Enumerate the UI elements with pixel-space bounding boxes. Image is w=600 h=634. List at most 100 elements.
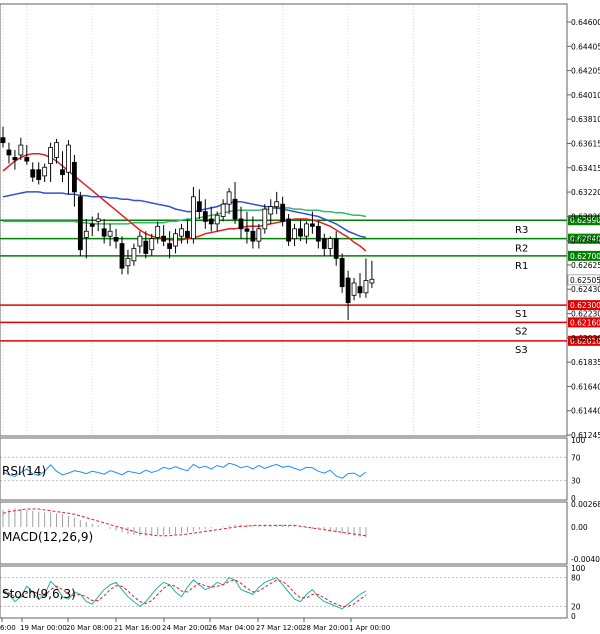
candle-bull: [48, 147, 53, 164]
candle-bear: [333, 238, 339, 259]
price-tick-label: 0.62230: [571, 310, 600, 319]
current-price-box: [567, 274, 600, 286]
candle-bear: [280, 203, 286, 222]
level-price-label: 0.62990: [570, 216, 600, 225]
candle-bear: [250, 230, 256, 242]
price-tick-label: 0.62030: [571, 334, 600, 343]
candle-bull: [42, 166, 48, 177]
stochastic-plot: [2, 576, 367, 610]
moving-averages: [2, 152, 367, 252]
candle-bull: [327, 238, 333, 249]
macd-plot: [2, 508, 367, 538]
level-price-box: [568, 215, 600, 226]
candlesticks: [0, 126, 375, 320]
candle-bear: [321, 238, 327, 249]
time-axis: 6:00 19 Mar 00:00 20 Mar 08:00 21 Mar 16:00…: [0, 618, 390, 632]
macd-tick-label: 0.00: [571, 523, 588, 532]
rsi-panel: 100 70 30 0 RSI(14): [0, 436, 586, 503]
top-padding: [0, 0, 10, 4]
candle-bear: [286, 218, 292, 242]
candle-bear: [161, 235, 167, 242]
candle-bear: [6, 149, 12, 156]
candle-bear: [60, 169, 65, 176]
stochastic-tick-label: 80: [571, 574, 581, 583]
rsi-title: RSI(14): [2, 464, 46, 478]
candle-bear: [24, 157, 30, 162]
price-axis-labels: 0.64600 0.64405 0.64205 0.64010 0.63810 0.636…: [567, 18, 600, 440]
candle-bear: [244, 228, 250, 232]
price-tick-label: 0.63615: [571, 139, 600, 148]
rsi-plot: [2, 462, 367, 479]
rsi-axis-labels: 100 70 30 0: [571, 436, 586, 503]
candle-bear: [0, 137, 6, 144]
candle-bull: [18, 144, 24, 156]
ma-blue-line: [2, 191, 367, 239]
price-tick-label: 0.64600: [571, 18, 600, 27]
candle-bull: [66, 144, 71, 173]
price-tick-label: 0.61440: [571, 407, 600, 416]
candle-bear: [202, 211, 208, 222]
current-price-label: 0.62505: [570, 276, 600, 285]
price-tick-label: 0.63810: [571, 115, 600, 124]
rsi-tick-label: 30: [571, 477, 581, 486]
candle-bear: [72, 161, 77, 193]
ma-green-line: [3, 207, 367, 225]
rsi-panel-frame: [0, 437, 568, 501]
candle-bear: [345, 277, 351, 304]
candle-bull: [173, 233, 178, 247]
level-price-box: [568, 233, 600, 244]
time-tick-label: 27 Mar 12:00: [256, 624, 303, 632]
level-price-box: [568, 335, 600, 346]
candle-bear: [77, 196, 83, 251]
candle-bull: [131, 248, 137, 262]
candle-bear: [339, 257, 345, 288]
candle-bear: [143, 240, 149, 254]
candle-bull: [137, 235, 143, 247]
candle-bear: [101, 228, 107, 237]
price-panel-frame: [0, 3, 568, 437]
stochastic-title: Stoch(9,6,3): [2, 587, 76, 601]
candle-bull: [262, 208, 268, 230]
rsi-tick-label: 100: [571, 436, 586, 445]
price-tick-label: 0.62430: [571, 285, 600, 294]
candle-bear: [208, 218, 214, 225]
rsi-line: [2, 462, 367, 479]
stochastic-tick-label: 100: [571, 564, 586, 573]
price-tick-label: 0.64205: [571, 67, 600, 76]
price-tick-label: 0.61835: [571, 358, 600, 367]
candle-bear: [238, 218, 244, 230]
candle-bull: [190, 196, 196, 240]
candle-bull: [292, 228, 297, 240]
time-tick-label: 1 Apr 00:00: [349, 624, 390, 632]
level-price-label: 0.62700: [570, 252, 600, 261]
level-name-s2: S2: [515, 326, 528, 337]
candle-bull: [149, 238, 155, 251]
candle-bull: [83, 230, 89, 238]
candle-bear: [232, 198, 238, 220]
stochastic-k-line: [2, 576, 367, 610]
candle-bull: [95, 218, 101, 222]
candle-bear: [119, 243, 125, 269]
price-panel: 0.62990 R3 0.62840 R2 0.62700 R1 0.62300 S1 0.62…: [0, 3, 600, 440]
price-tick-label: 0.63020: [571, 212, 600, 221]
candle-bear: [36, 169, 42, 180]
candle-bull: [107, 230, 113, 237]
price-tick-label: 0.62625: [571, 261, 600, 270]
price-tick-label: 0.61640: [571, 382, 600, 391]
candle-bear: [113, 237, 119, 242]
candle-bear: [309, 223, 315, 227]
level-price-label: 0.62010: [570, 337, 600, 346]
candle-bear: [167, 243, 173, 249]
time-tick-label: 28 Mar 20:00: [302, 624, 349, 632]
time-tick-label: 20 Mar 08:00: [66, 624, 113, 632]
level-price-box: [568, 300, 600, 311]
rsi-tick-label: 0: [571, 494, 576, 503]
level-price-label: 0.62300: [570, 301, 600, 310]
macd-axis-labels: 0.00268 0.00 -0.004041: [571, 500, 600, 564]
candle-bull: [256, 228, 262, 242]
candle-bear: [298, 228, 303, 237]
macd-panel: 0.00268 0.00 -0.004041 MACD(12,26,9): [0, 500, 600, 565]
stochastic-panel-frame: [0, 565, 568, 619]
